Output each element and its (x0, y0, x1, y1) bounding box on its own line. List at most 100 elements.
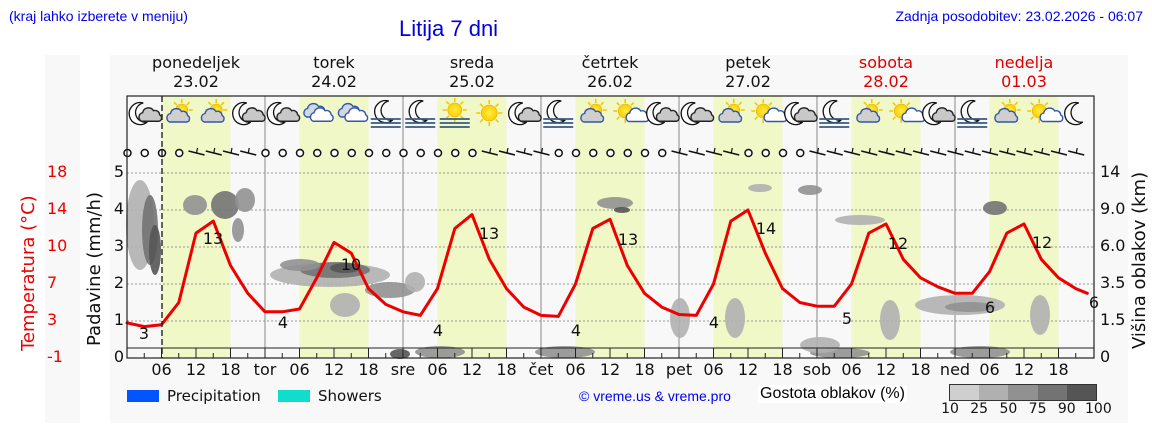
moon-cloud-icon (276, 107, 301, 122)
calm-wind-icon (468, 148, 477, 158)
temp-annotation: 5 (842, 309, 852, 328)
copyright-link[interactable]: © vreme.us & vreme.pro (579, 388, 731, 404)
x-axis-ticks (143, 348, 1077, 358)
x-axis-label: tor (253, 360, 277, 379)
cloud-density-scale (949, 384, 1097, 401)
day-date: 01.03 (1001, 72, 1047, 91)
calm-wind-icon (554, 148, 563, 158)
day-date: 24.02 (311, 72, 357, 91)
x-axis-label: 12 (737, 360, 759, 379)
calm-wind-icon (261, 148, 270, 158)
density-swatch (950, 385, 980, 400)
density-scale-label: 100 (1085, 401, 1112, 417)
x-axis-label: 18 (358, 360, 379, 379)
x-axis-label: 18 (910, 360, 931, 379)
calm-wind-icon (399, 148, 408, 158)
moon-cloud-icon (241, 107, 266, 122)
calm-wind-icon (623, 148, 632, 158)
calm-wind-icon (313, 148, 322, 158)
tick-label: 1.5 (1100, 310, 1126, 329)
gridlines (127, 96, 1094, 358)
sun-icon (476, 100, 503, 126)
calm-wind-icon (658, 148, 667, 158)
x-axis-label: 12 (185, 360, 207, 379)
x-axis-label: 06 (151, 360, 172, 379)
temp-annotation: 14 (756, 219, 776, 238)
x-axis-label: 18 (772, 360, 793, 379)
temp-annotation: 3 (139, 324, 149, 343)
tick-label: -1 (47, 347, 63, 366)
sun-cloud-icon (580, 107, 605, 123)
x-axis-label: 06 (427, 360, 448, 379)
temp-annotation: 6 (985, 298, 995, 317)
day-label-3: četrtek 26.02 (550, 53, 670, 91)
day-name: torek (313, 53, 355, 72)
calm-wind-icon (295, 148, 305, 158)
precipitation-legend-label: Precipitation (167, 387, 261, 405)
region-menu-hint: (kraj lahko izberete v meniju) (9, 8, 188, 24)
x-axis-label: 06 (565, 360, 586, 379)
temp-annotation: 13 (203, 229, 223, 248)
moon-cloud-icon (517, 107, 542, 122)
x-axis-label: 18 (220, 360, 241, 379)
sun-cloud-icon (166, 107, 191, 123)
tick-label: 7 (47, 273, 58, 292)
density-swatch (1008, 385, 1038, 400)
density-scale-label: 10 (941, 401, 959, 417)
day-name: petek (725, 53, 771, 72)
calm-wind-icon (347, 148, 356, 158)
x-axis-label: ned (939, 360, 971, 379)
calm-wind-icon (140, 148, 149, 158)
temp-annotation: 13 (618, 230, 638, 249)
calm-wind-icon (330, 148, 339, 158)
calm-wind-icon (796, 148, 805, 158)
density-scale-label: 90 (1057, 401, 1076, 417)
calm-wind-icon (278, 148, 287, 158)
page-title: Litija 7 dni (399, 16, 499, 41)
temp-annotation: 13 (479, 224, 499, 243)
day-date: 28.02 (863, 72, 909, 91)
day-date: 23.02 (173, 72, 219, 91)
moon-cloud-icon (690, 107, 715, 122)
calm-wind-icon (589, 148, 598, 158)
x-axis-label: sob (802, 360, 832, 379)
day-name: ponedeljek (152, 53, 240, 72)
daylight-bands (161, 96, 1059, 358)
day-name: nedelja (994, 53, 1054, 72)
calm-wind-icon (451, 148, 460, 158)
cloud-density-areas (126, 180, 1050, 359)
x-axis-label: pet (665, 360, 693, 379)
clouds-icon (344, 107, 369, 122)
day-name: sobota (858, 53, 914, 72)
day-label-4: petek 27.02 (688, 53, 808, 91)
moon-cloud-icon (655, 107, 680, 122)
calm-wind-icon (175, 148, 184, 158)
sun-cloud-icon (994, 107, 1019, 123)
temp-annotation: 4 (571, 321, 581, 340)
x-axis-label: 12 (1013, 360, 1035, 379)
calm-wind-icon (744, 148, 753, 158)
calm-wind-icon (606, 148, 615, 158)
showers-swatch (278, 390, 310, 402)
calm-wind-icon (382, 148, 391, 158)
temp-annotation: 10 (341, 255, 361, 274)
wind-row (123, 147, 1085, 158)
tick-label: 0 (113, 347, 124, 366)
x-axis-label: 18 (1048, 360, 1069, 379)
calm-wind-icon (433, 148, 443, 158)
day-label-5: sobota 28.02 (826, 53, 946, 91)
calm-wind-icon (778, 148, 788, 158)
tick-label: 14 (47, 199, 68, 218)
x-axis-label: 06 (841, 360, 862, 379)
tick-label: 3.5 (1100, 273, 1126, 292)
x-axis-label: 06 (979, 360, 1000, 379)
x-axis-label: 12 (323, 360, 345, 379)
density-scale-label: 75 (1028, 401, 1047, 417)
day-label-6: nedelja 01.03 (964, 53, 1084, 91)
weather-icons-row (128, 98, 1084, 128)
moon-cloud-icon (793, 107, 818, 122)
tick-label: 6.0 (1100, 236, 1126, 255)
temperature-line (125, 208, 1089, 329)
moon-icon (1064, 101, 1084, 126)
density-swatch (979, 385, 1009, 400)
